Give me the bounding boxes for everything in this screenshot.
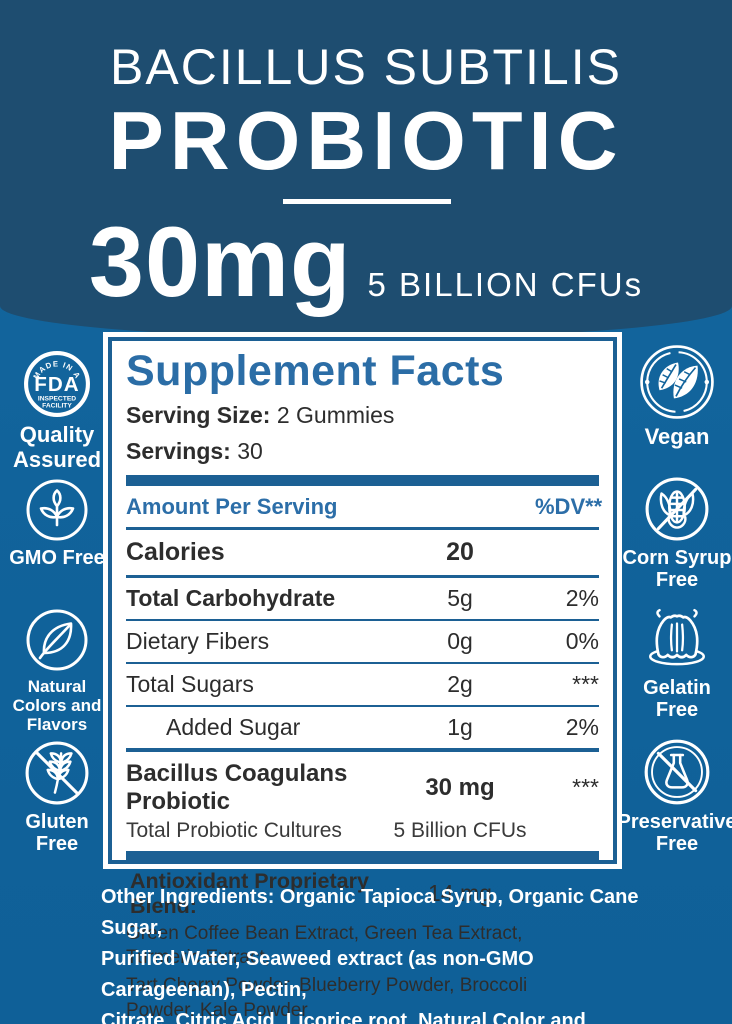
badge-label: Quality Assured xyxy=(12,422,102,472)
cfu-value: 5 BILLION CFUs xyxy=(367,266,644,303)
probiotic-dv: *** xyxy=(572,774,599,801)
other-ingredients-line: Purified Water, Seaweed extract (as non-… xyxy=(101,948,534,1001)
sprout-icon xyxy=(25,478,89,542)
thick-divider-bar xyxy=(126,474,599,486)
badge-label: GMO Free xyxy=(9,547,105,569)
supplement-facts-panel: Supplement Facts Serving Size: 2 Gummies… xyxy=(103,332,622,1021)
svg-text:FACILITY: FACILITY xyxy=(42,403,72,410)
nutrient-amount: 1g xyxy=(447,713,473,740)
blend-amount: 14 mg xyxy=(428,880,492,907)
corn-crossed-icon xyxy=(644,476,710,542)
table-row: Total Carbohydrate 5g 2% xyxy=(126,578,599,621)
nutrient-amount: 0g xyxy=(447,627,473,654)
badge-label: Natural Colors and Flavors xyxy=(12,677,102,735)
nutrient-name: Added Sugar xyxy=(166,713,301,740)
servings-value: 30 xyxy=(237,437,263,464)
svg-text:FDA: FDA xyxy=(34,373,79,396)
blend-ingredients-line: Tart Cherry Powder, Blueberry Powder, Br… xyxy=(126,975,528,1021)
amount-per-serving-header: Amount Per Serving xyxy=(126,493,338,519)
blend-ingredients-line: Green Coffee Bean Extract, Green Tea Ext… xyxy=(126,922,523,969)
leaf-icon xyxy=(25,608,89,672)
badge-quality-assured: MADE IN A FDA INSPECTED FACILITY Quality… xyxy=(7,350,107,472)
blend-label: Antioxidant Proprietary Blend: xyxy=(130,868,369,918)
nutrient-dv: 2% xyxy=(565,713,599,740)
nutrient-dv: 2% xyxy=(565,584,599,611)
thick-divider-bar xyxy=(126,850,599,862)
nutrient-amount: 2g xyxy=(447,670,473,697)
other-ingredients-line: Citrate, Citric Acid, Licorice root, Nat… xyxy=(101,1010,586,1024)
serving-size-line: Serving Size: 2 Gummies xyxy=(126,401,599,430)
badge-label: Preservative Free xyxy=(617,811,732,856)
badge-gmo-free: GMO Free xyxy=(7,478,107,569)
probiotic-subamount: 5 Billion CFUs xyxy=(393,818,527,842)
probiotic-amount: 30 mg xyxy=(425,773,495,801)
nutrient-dv: *** xyxy=(572,670,599,697)
wheat-crossed-icon xyxy=(24,740,90,806)
badge-natural-colors: Natural Colors and Flavors xyxy=(7,608,107,734)
dose-value: 30mg xyxy=(88,206,352,317)
nutrient-dv: 0% xyxy=(565,627,599,654)
table-row: Added Sugar 1g 2% xyxy=(126,707,599,752)
badge-label: Gluten Free xyxy=(25,811,89,856)
nutrient-name: Dietary Fibers xyxy=(126,627,270,654)
proprietary-blend-block: Antioxidant Proprietary Blend: 14 mg Gre… xyxy=(126,862,599,1024)
nutrient-name: Total Sugars xyxy=(126,670,254,697)
nutrient-amount: 20 xyxy=(446,537,474,566)
nutrient-amount: 5g xyxy=(447,584,473,611)
table-row: Calories 20 xyxy=(126,530,599,578)
serving-size-label: Serving Size: xyxy=(126,402,271,429)
supplement-facts-title: Supplement Facts xyxy=(126,347,505,395)
badge-label: Vegan xyxy=(644,424,710,449)
product-title: PROBIOTIC xyxy=(108,94,624,187)
badge-vegan: Vegan xyxy=(622,344,732,450)
table-row: Dietary Fibers 0g 0% xyxy=(126,621,599,664)
probiotic-block: Bacillus Coagulans Probiotic 30 mg *** T… xyxy=(126,752,599,849)
fda-seal-icon: MADE IN A FDA INSPECTED FACILITY xyxy=(23,350,91,418)
svg-text:INSPECTED: INSPECTED xyxy=(38,395,76,402)
dose-row: 30mg 5 BILLION CFUs xyxy=(0,212,732,311)
badge-label: Corn Syrup Free xyxy=(622,547,732,592)
servings-line: Servings: 30 xyxy=(126,437,599,466)
serving-size-value: 2 Gummies xyxy=(276,402,395,429)
brand-title: BACILLUS SUBTILIS xyxy=(110,39,622,95)
title-underline xyxy=(283,199,451,204)
nutrient-name: Calories xyxy=(126,537,225,566)
dv-header: %DV** xyxy=(535,493,603,519)
other-ingredients-line: Other Ingredients: Organic Tapioca Syrup… xyxy=(101,886,639,939)
amount-header-row: Amount Per Serving %DV** xyxy=(126,486,603,530)
jelly-icon xyxy=(641,608,713,672)
probiotic-name: Bacillus Coagulans Probiotic xyxy=(126,759,348,815)
badge-label: Gelatin Free xyxy=(643,677,711,722)
badge-gluten-free: Gluten Free xyxy=(7,740,107,856)
header-panel xyxy=(0,0,732,338)
servings-label: Servings: xyxy=(126,437,231,464)
probiotic-subname: Total Probiotic Cultures xyxy=(126,818,342,842)
vegan-leaves-icon xyxy=(639,344,715,420)
nutrient-name: Total Carbohydrate xyxy=(126,584,336,611)
badge-preservative-free: Preservative Free xyxy=(618,738,732,856)
flask-crossed-icon xyxy=(643,738,711,806)
table-row: Total Sugars 2g *** xyxy=(126,664,599,707)
badge-gelatin-free: Gelatin Free xyxy=(622,608,732,722)
badge-corn-syrup-free: Corn Syrup Free xyxy=(622,476,732,592)
other-ingredients: Other Ingredients: Organic Tapioca Syrup… xyxy=(101,882,649,1024)
